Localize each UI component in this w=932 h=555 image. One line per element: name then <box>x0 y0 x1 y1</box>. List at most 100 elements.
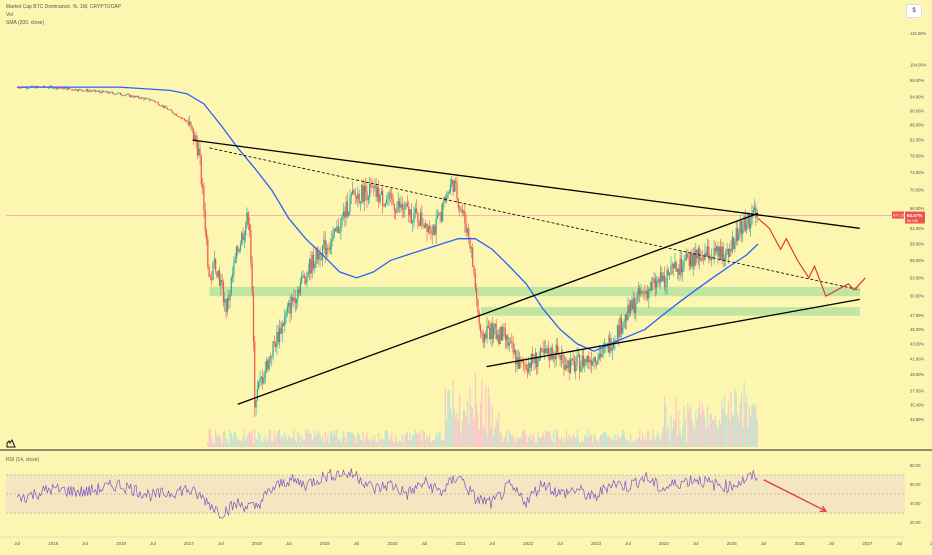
candle-body <box>626 314 628 321</box>
candle-body <box>486 325 488 339</box>
candle-body <box>355 196 358 199</box>
price-tick-label: 115.00% <box>910 31 926 36</box>
candle-body <box>319 252 321 260</box>
candle-body <box>549 356 551 360</box>
candle-body <box>572 358 574 361</box>
volume-bar <box>579 442 581 447</box>
candle-body <box>485 333 487 339</box>
candle-body <box>305 278 307 283</box>
candle-body <box>363 186 365 203</box>
candle-body <box>177 115 179 117</box>
price-tag-value: 64.57% <box>907 213 922 218</box>
volume-bar <box>686 442 688 447</box>
candle-body <box>72 89 75 91</box>
volume-bar <box>216 435 218 447</box>
candle-body <box>198 148 200 156</box>
volume-bar <box>230 433 232 447</box>
volume-bar <box>325 439 328 447</box>
candle-body <box>50 85 52 87</box>
volume-bar <box>691 418 693 447</box>
candle-body <box>470 247 472 249</box>
volume-bar <box>362 431 364 447</box>
volume-bar <box>576 430 578 447</box>
candle-body <box>601 353 603 357</box>
candle-body <box>147 98 149 99</box>
volume-bar <box>341 437 343 447</box>
candle-body <box>205 230 208 240</box>
candle-body <box>451 179 453 185</box>
volume-bar <box>612 440 615 447</box>
candle-body <box>246 212 248 226</box>
sma-200-line <box>17 86 759 352</box>
time-tick-label: 2028 <box>930 541 932 546</box>
candle-body <box>499 327 501 344</box>
volume-bar <box>641 431 643 447</box>
volume-bar <box>489 397 491 447</box>
candle-body <box>328 249 330 251</box>
volume-bar <box>436 436 439 447</box>
volume-bar <box>519 438 521 447</box>
volume-bar <box>667 425 669 447</box>
candle-body <box>204 210 206 231</box>
volume-bar <box>564 441 566 447</box>
currency-button[interactable]: $ <box>906 4 922 18</box>
volume-bar <box>742 427 744 447</box>
candle-body <box>67 87 69 90</box>
volume-bar <box>616 434 619 447</box>
candle-body <box>212 262 214 280</box>
volume-bar <box>245 440 247 447</box>
candle-body <box>641 290 643 293</box>
candle-body <box>190 122 192 127</box>
volume-bar <box>558 438 560 447</box>
candle-body <box>457 198 459 208</box>
volume-bar <box>747 427 749 447</box>
volume-bar <box>361 440 363 447</box>
candle-body <box>288 302 290 307</box>
candle-body <box>716 246 718 252</box>
volume-bar <box>466 400 469 447</box>
volume-bar <box>448 390 450 447</box>
volume-bar <box>560 437 563 447</box>
candle-body <box>529 362 531 368</box>
tradingview-logo-icon[interactable] <box>6 438 16 448</box>
volume-bar <box>721 400 723 447</box>
candle-body <box>508 342 510 346</box>
candle-body <box>228 298 230 301</box>
candle-body <box>196 142 198 156</box>
candle-body <box>413 213 415 223</box>
price-candles <box>16 84 758 417</box>
volume-bar <box>379 440 381 447</box>
volume-bar <box>740 393 743 447</box>
candle-body <box>276 331 278 348</box>
candle-body <box>727 249 730 257</box>
candle-body <box>636 294 638 304</box>
candle-body <box>329 246 332 251</box>
volume-bar <box>718 419 720 447</box>
candle-body <box>395 210 397 213</box>
candle-body <box>53 88 55 89</box>
volume-bar <box>282 438 285 447</box>
candle-body <box>670 265 672 274</box>
time-tick-label: Jul <box>354 541 360 546</box>
price-tick-label: 82.00% <box>910 138 924 143</box>
volume-bar <box>628 442 630 447</box>
candle-body <box>307 272 309 274</box>
volume-bar <box>679 431 681 447</box>
candle-body <box>680 258 683 273</box>
volume-bar <box>568 434 570 447</box>
candle-body <box>316 247 319 260</box>
volume-bar <box>637 438 639 447</box>
candle-body <box>318 252 320 260</box>
candle-body <box>345 201 347 218</box>
candle-body <box>109 91 111 94</box>
volume-bar <box>263 438 265 447</box>
volume-bar <box>349 430 351 447</box>
volume-bar <box>207 441 209 447</box>
candle-body <box>706 246 709 257</box>
volume-bar <box>658 437 660 447</box>
candle-body <box>496 334 499 339</box>
candle-body <box>725 250 727 260</box>
volume-bar <box>635 442 637 447</box>
